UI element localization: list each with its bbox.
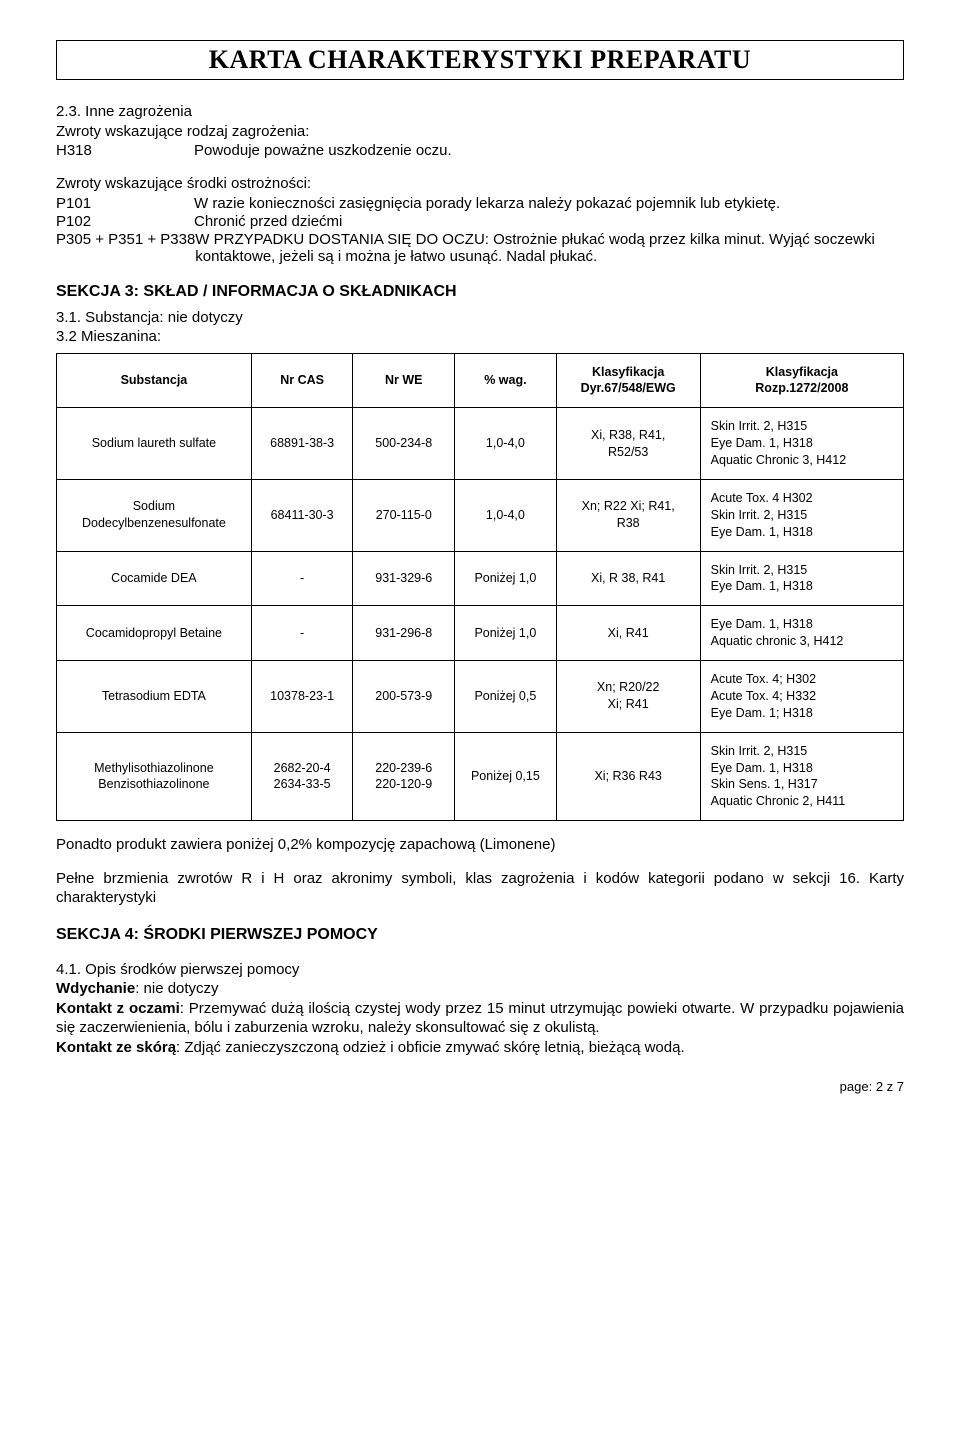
table-cell: 500-234-8 [353, 408, 455, 480]
table-cell: Skin Irrit. 2, H315Eye Dam. 1, H318Aquat… [700, 408, 903, 480]
section-3-after-1: Ponadto produkt zawiera poniżej 0,2% kom… [56, 835, 904, 855]
table-cell: 1,0-4,0 [455, 408, 557, 480]
table-cell: Sodium laureth sulfate [57, 408, 252, 480]
section-4-1-heading: 4.1. Opis środków pierwszej pomocy [56, 960, 904, 980]
table-cell: Eye Dam. 1, H318Aquatic chronic 3, H412 [700, 606, 903, 661]
table-cell: - [251, 606, 353, 661]
precaution-row: P305 + P351 + P338W PRZYPADKU DOSTANIA S… [56, 231, 904, 265]
table-header: KlasyfikacjaRozp.1272/2008 [700, 353, 903, 408]
table-cell: - [251, 551, 353, 606]
table-cell: 220-239-6220-120-9 [353, 732, 455, 821]
first-aid-inhalation: Wdychanie: nie dotyczy [56, 979, 904, 999]
table-cell: 68411-30-3 [251, 479, 353, 551]
table-cell: Poniżej 0,15 [455, 732, 557, 821]
hazard-row: H318Powoduje poważne uszkodzenie oczu. [56, 142, 904, 159]
label-skin: Kontakt ze skórą [56, 1039, 176, 1056]
table-cell: Xn; R20/22Xi; R41 [556, 661, 700, 733]
table-cell: 10378-23-1 [251, 661, 353, 733]
composition-table: SubstancjaNr CASNr WE% wag.KlasyfikacjaD… [56, 353, 904, 822]
first-aid-eyes: Kontakt z oczami: Przemywać dużą ilością… [56, 999, 904, 1038]
table-row: Cocamidopropyl Betaine-931-296-8Poniżej … [57, 606, 904, 661]
table-cell: Xi, R38, R41,R52/53 [556, 408, 700, 480]
table-header: Nr CAS [251, 353, 353, 408]
precaution-text: W PRZYPADKU DOSTANIA SIĘ DO OCZU: Ostroż… [195, 231, 904, 265]
text-skin: : Zdjąć zanieczyszczoną odzież i obficie… [176, 1039, 685, 1056]
table-cell: Poniżej 1,0 [455, 551, 557, 606]
table-cell: 68891-38-3 [251, 408, 353, 480]
table-cell: Xi; R36 R43 [556, 732, 700, 821]
label-inhalation: Wdychanie [56, 980, 135, 997]
document-title: KARTA CHARAKTERYSTYKI PREPARATU [56, 40, 904, 80]
table-cell: 2682-20-42634-33-5 [251, 732, 353, 821]
hazard-text: Powoduje poważne uszkodzenie oczu. [194, 142, 904, 159]
precaution-code: P101 [56, 195, 194, 212]
precaution-text: W razie konieczności zasięgnięcia porady… [194, 195, 904, 212]
table-cell: Tetrasodium EDTA [57, 661, 252, 733]
first-aid-skin: Kontakt ze skórą: Zdjąć zanieczyszczoną … [56, 1038, 904, 1058]
table-cell: Xi, R 38, R41 [556, 551, 700, 606]
table-cell: Skin Irrit. 2, H315Eye Dam. 1, H318Skin … [700, 732, 903, 821]
table-row: Tetrasodium EDTA10378-23-1200-573-9Poniż… [57, 661, 904, 733]
table-cell: 931-329-6 [353, 551, 455, 606]
table-cell: Acute Tox. 4 H302Skin Irrit. 2, H315Eye … [700, 479, 903, 551]
table-cell: Cocamide DEA [57, 551, 252, 606]
table-row: Cocamide DEA-931-329-6Poniżej 1,0Xi, R 3… [57, 551, 904, 606]
table-cell: Xn; R22 Xi; R41,R38 [556, 479, 700, 551]
table-cell: Acute Tox. 4; H302Acute Tox. 4; H332Eye … [700, 661, 903, 733]
table-cell: Cocamidopropyl Betaine [57, 606, 252, 661]
table-row: MethylisothiazolinoneBenzisothiazolinone… [57, 732, 904, 821]
text-eyes: : Przemywać dużą ilością czystej wody pr… [56, 1000, 904, 1037]
hazard-code: H318 [56, 142, 194, 159]
hazard-intro: Zwroty wskazujące rodzaj zagrożenia: [56, 122, 904, 142]
precaution-row: P101W razie konieczności zasięgnięcia po… [56, 195, 904, 212]
precaution-code: P305 + P351 + P338 [56, 231, 195, 248]
table-cell: MethylisothiazolinoneBenzisothiazolinone [57, 732, 252, 821]
precaution-intro: Zwroty wskazujące środki ostrożności: [56, 174, 904, 194]
precaution-row: P102Chronić przed dziećmi [56, 213, 904, 230]
section-4-heading: SEKCJA 4: ŚRODKI PIERWSZEJ POMOCY [56, 926, 904, 944]
section-3-after-2: Pełne brzmienia zwrotów R i H oraz akron… [56, 869, 904, 908]
section-2-3-heading: 2.3. Inne zagrożenia [56, 102, 904, 122]
table-cell: 200-573-9 [353, 661, 455, 733]
section-3-1: 3.1. Substancja: nie dotyczy [56, 309, 904, 326]
table-cell: 931-296-8 [353, 606, 455, 661]
table-cell: 270-115-0 [353, 479, 455, 551]
table-cell: 1,0-4,0 [455, 479, 557, 551]
section-3-2: 3.2 Mieszanina: [56, 328, 904, 345]
table-header: Nr WE [353, 353, 455, 408]
table-header: KlasyfikacjaDyr.67/548/EWG [556, 353, 700, 408]
hazard-rows: H318Powoduje poważne uszkodzenie oczu. [56, 142, 904, 159]
text-inhalation: : nie dotyczy [135, 980, 218, 997]
table-row: SodiumDodecylbenzenesulfonate68411-30-32… [57, 479, 904, 551]
table-cell: Skin Irrit. 2, H315Eye Dam. 1, H318 [700, 551, 903, 606]
page-footer: page: 2 z 7 [56, 1079, 904, 1094]
label-eyes: Kontakt z oczami [56, 1000, 180, 1017]
table-cell: Poniżej 0,5 [455, 661, 557, 733]
precaution-text: Chronić przed dziećmi [194, 213, 904, 230]
precaution-rows: P101W razie konieczności zasięgnięcia po… [56, 195, 904, 265]
table-header: % wag. [455, 353, 557, 408]
table-cell: Poniżej 1,0 [455, 606, 557, 661]
section-3-heading: SEKCJA 3: SKŁAD / INFORMACJA O SKŁADNIKA… [56, 283, 904, 301]
precaution-code: P102 [56, 213, 194, 230]
table-cell: Xi, R41 [556, 606, 700, 661]
table-cell: SodiumDodecylbenzenesulfonate [57, 479, 252, 551]
table-header: Substancja [57, 353, 252, 408]
table-row: Sodium laureth sulfate68891-38-3500-234-… [57, 408, 904, 480]
